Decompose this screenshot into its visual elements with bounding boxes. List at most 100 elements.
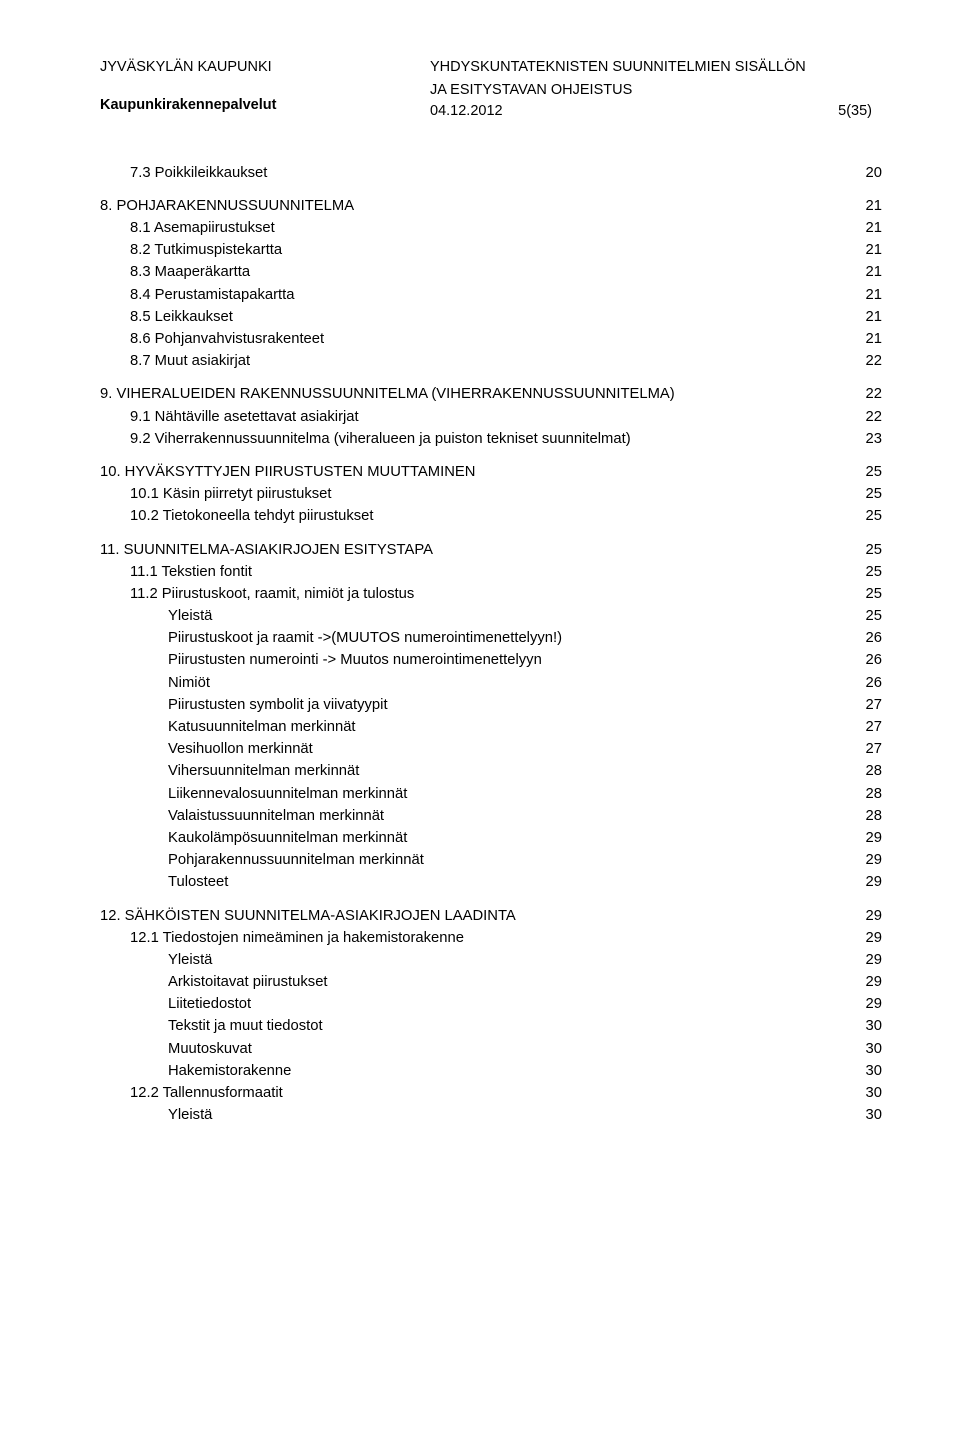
toc-row: 9. VIHERALUEIDEN RAKENNUSSUUNNITELMA (VI… xyxy=(100,383,882,405)
page-header: JYVÄSKYLÄN KAUPUNKI Kaupunkirakennepalve… xyxy=(100,58,882,122)
toc-page-number: 21 xyxy=(852,261,882,283)
toc-row: 11.1 Tekstien fontit25 xyxy=(130,561,882,583)
toc-label: 12.1 Tiedostojen nimeäminen ja hakemisto… xyxy=(130,927,852,949)
toc-row: Vesihuollon merkinnät27 xyxy=(168,738,882,760)
toc-row: Piirustuskoot ja raamit ->(MUUTOS numero… xyxy=(168,627,882,649)
toc-row: 8.5 Leikkaukset21 xyxy=(130,306,882,328)
toc-page-number: 20 xyxy=(852,162,882,184)
toc-row: Liikennevalosuunnitelman merkinnät28 xyxy=(168,783,882,805)
toc-label: Piirustusten symbolit ja viivatyypit xyxy=(168,694,852,716)
toc-page-number: 25 xyxy=(852,505,882,527)
toc-row: Yleistä29 xyxy=(168,949,882,971)
header-title-1: YHDYSKUNTATEKNISTEN SUUNNITELMIEN SISÄLL… xyxy=(430,58,882,78)
toc-row: 10.1 Käsin piirretyt piirustukset25 xyxy=(130,483,882,505)
toc-page-number: 25 xyxy=(852,483,882,505)
toc-label: 9.1 Nähtäville asetettavat asiakirjat xyxy=(130,406,852,428)
toc-label: Pohjarakennussuunnitelman merkinnät xyxy=(168,849,852,871)
toc-label: Liikennevalosuunnitelman merkinnät xyxy=(168,783,852,805)
header-dept: Kaupunkirakennepalvelut xyxy=(100,96,400,116)
header-title-2: JA ESITYSTAVAN OHJEISTUS xyxy=(430,81,882,101)
toc-row: Nimiöt26 xyxy=(168,672,882,694)
toc-row: 11.2 Piirustuskoot, raamit, nimiöt ja tu… xyxy=(130,583,882,605)
toc-label: 8.6 Pohjanvahvistusrakenteet xyxy=(130,328,852,350)
toc-label: Hakemistorakenne xyxy=(168,1060,852,1082)
toc-label: Liitetiedostot xyxy=(168,993,852,1015)
toc-row: Arkistoitavat piirustukset29 xyxy=(168,971,882,993)
toc-row: Yleistä25 xyxy=(168,605,882,627)
toc-label: 8.4 Perustamistapakartta xyxy=(130,284,852,306)
toc-row: 10.2 Tietokoneella tehdyt piirustukset25 xyxy=(130,505,882,527)
toc-row: 8.1 Asemapiirustukset21 xyxy=(130,217,882,239)
toc-label: 12.2 Tallennusformaatit xyxy=(130,1082,852,1104)
toc-page-number: 25 xyxy=(852,561,882,583)
toc-label: Kaukolämpösuunnitelman merkinnät xyxy=(168,827,852,849)
toc-page-number: 22 xyxy=(852,350,882,372)
toc-label: 8.3 Maaperäkartta xyxy=(130,261,852,283)
toc-row: Muutoskuvat30 xyxy=(168,1038,882,1060)
toc-label: 8.5 Leikkaukset xyxy=(130,306,852,328)
toc-row: 8.6 Pohjanvahvistusrakenteet21 xyxy=(130,328,882,350)
toc-row: Valaistussuunnitelman merkinnät28 xyxy=(168,805,882,827)
toc-label: 11.2 Piirustuskoot, raamit, nimiöt ja tu… xyxy=(130,583,852,605)
toc-page-number: 22 xyxy=(852,406,882,428)
toc-label: 11. SUUNNITELMA-ASIAKIRJOJEN ESITYSTAPA xyxy=(100,539,852,561)
toc-label: Yleistä xyxy=(168,1104,852,1126)
toc-page-number: 29 xyxy=(852,905,882,927)
toc-page-number: 23 xyxy=(852,428,882,450)
toc-row: Liitetiedostot29 xyxy=(168,993,882,1015)
toc-row: 7.3 Poikkileikkaukset20 xyxy=(130,162,882,184)
toc-row: Tekstit ja muut tiedostot30 xyxy=(168,1015,882,1037)
toc-page-number: 27 xyxy=(852,694,882,716)
toc-page-number: 29 xyxy=(852,971,882,993)
toc-label: 8.1 Asemapiirustukset xyxy=(130,217,852,239)
toc-row: 8.4 Perustamistapakartta21 xyxy=(130,284,882,306)
toc-row: 8.2 Tutkimuspistekartta21 xyxy=(130,239,882,261)
toc-label: 9. VIHERALUEIDEN RAKENNUSSUUNNITELMA (VI… xyxy=(100,383,852,405)
header-page-number: 5(35) xyxy=(838,102,872,122)
toc-page-number: 25 xyxy=(852,539,882,561)
toc-label: Tulosteet xyxy=(168,871,852,893)
toc-label: 12. SÄHKÖISTEN SUUNNITELMA-ASIAKIRJOJEN … xyxy=(100,905,852,927)
toc-page-number: 29 xyxy=(852,927,882,949)
toc-page-number: 30 xyxy=(852,1038,882,1060)
toc-row: Piirustusten numerointi -> Muutos numero… xyxy=(168,649,882,671)
toc-page-number: 30 xyxy=(852,1015,882,1037)
toc-page-number: 25 xyxy=(852,605,882,627)
toc-page-number: 21 xyxy=(852,217,882,239)
toc-page-number: 27 xyxy=(852,738,882,760)
toc-page-number: 26 xyxy=(852,627,882,649)
toc-label: 8.2 Tutkimuspistekartta xyxy=(130,239,852,261)
toc-page-number: 21 xyxy=(852,239,882,261)
toc-page-number: 21 xyxy=(852,284,882,306)
toc-label: 8.7 Muut asiakirjat xyxy=(130,350,852,372)
toc-label: 10. HYVÄKSYTTYJEN PIIRUSTUSTEN MUUTTAMIN… xyxy=(100,461,852,483)
toc-label: Valaistussuunnitelman merkinnät xyxy=(168,805,852,827)
header-date: 04.12.2012 xyxy=(430,102,503,122)
toc-page-number: 25 xyxy=(852,461,882,483)
toc-row: Hakemistorakenne30 xyxy=(168,1060,882,1082)
toc-page-number: 29 xyxy=(852,949,882,971)
toc-page-number: 21 xyxy=(852,328,882,350)
toc-row: 9.2 Viherrakennussuunnitelma (viheraluee… xyxy=(130,428,882,450)
toc-label: 7.3 Poikkileikkaukset xyxy=(130,162,852,184)
header-left: JYVÄSKYLÄN KAUPUNKI Kaupunkirakennepalve… xyxy=(100,58,400,122)
toc-label: Arkistoitavat piirustukset xyxy=(168,971,852,993)
toc-label: Muutoskuvat xyxy=(168,1038,852,1060)
toc-label: Nimiöt xyxy=(168,672,852,694)
toc-page-number: 28 xyxy=(852,760,882,782)
toc-row: 8. POHJARAKENNUSSUUNNITELMA21 xyxy=(100,195,882,217)
toc-row: Pohjarakennussuunnitelman merkinnät29 xyxy=(168,849,882,871)
toc-page-number: 30 xyxy=(852,1060,882,1082)
toc-row: 9.1 Nähtäville asetettavat asiakirjat22 xyxy=(130,406,882,428)
toc-page-number: 22 xyxy=(852,383,882,405)
toc-label: Vesihuollon merkinnät xyxy=(168,738,852,760)
toc-label: 8. POHJARAKENNUSSUUNNITELMA xyxy=(100,195,852,217)
document-page: JYVÄSKYLÄN KAUPUNKI Kaupunkirakennepalve… xyxy=(0,0,960,1186)
toc-page-number: 30 xyxy=(852,1082,882,1104)
toc-page-number: 26 xyxy=(852,672,882,694)
toc-label: Vihersuunnitelman merkinnät xyxy=(168,760,852,782)
toc-label: Yleistä xyxy=(168,605,852,627)
toc-page-number: 29 xyxy=(852,871,882,893)
toc-row: 11. SUUNNITELMA-ASIAKIRJOJEN ESITYSTAPA2… xyxy=(100,539,882,561)
toc-page-number: 29 xyxy=(852,993,882,1015)
